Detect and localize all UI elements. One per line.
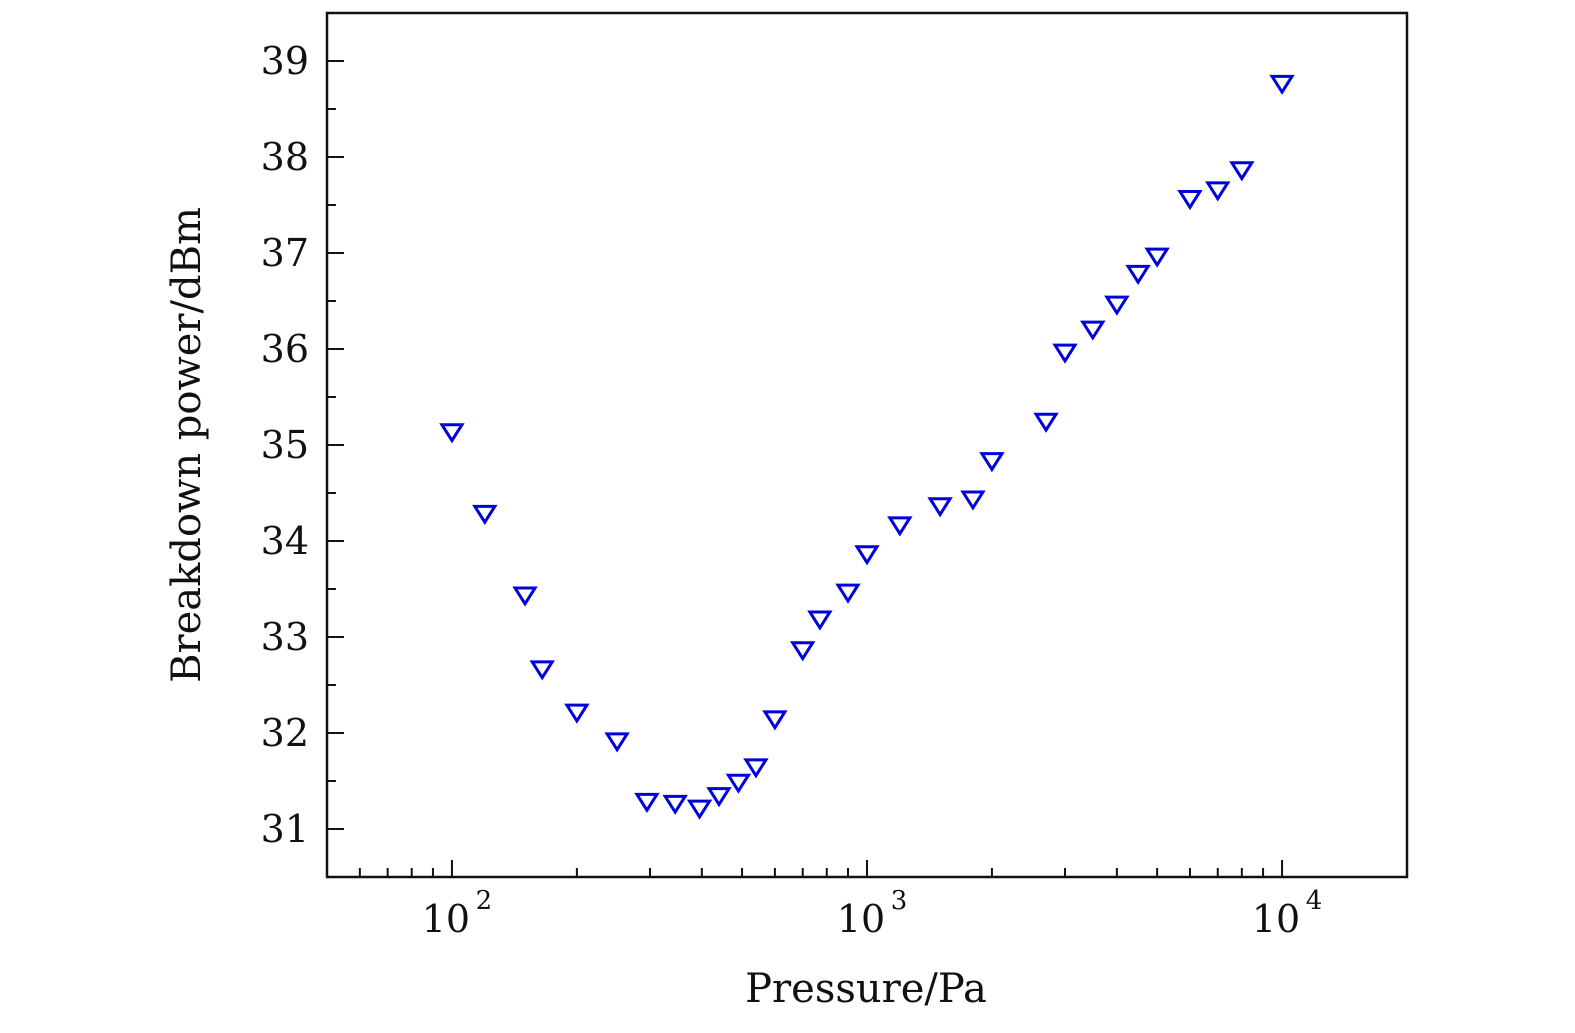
y-tick-label: 32 [261,711,309,755]
data-point [762,710,788,731]
data-point [887,516,913,537]
y-tick-label: 35 [261,423,309,467]
data-point [743,758,769,779]
data-point [1125,264,1151,286]
data-series [439,74,1295,820]
data-point [706,787,732,808]
x-tick-exponent: 2 [476,886,493,916]
y-tick-label: 37 [261,231,309,275]
data-point [1229,161,1255,182]
x-axis-title: Pressure/Pa [745,966,987,1012]
data-point [927,497,953,518]
data-point [634,792,660,814]
data-point [960,490,986,511]
data-point [564,703,590,724]
data-point [529,660,555,681]
y-tick-label: 31 [261,807,309,851]
y-axis: 31 32 33 34 35 36 37 38 39 [261,12,344,878]
x-tick-exponent: 4 [1306,886,1323,916]
data-point [1144,247,1170,268]
y-tick-label: 36 [261,327,309,371]
y-tick-label: 38 [261,135,309,179]
data-point [472,504,498,526]
y-tick-label: 33 [261,615,309,659]
data-point [1080,320,1106,341]
x-tick-exponent: 3 [891,886,908,916]
data-point [1052,343,1078,364]
data-point [512,586,538,607]
data-point [1177,190,1203,211]
x-tick-label: 10 [837,897,885,941]
data-point [1104,295,1130,316]
x-tick-label: 10 [1252,897,1300,941]
data-point [835,583,861,604]
y-tick-label: 34 [261,519,309,563]
data-point [439,423,465,444]
data-point [1269,74,1295,95]
data-point [1205,181,1231,202]
data-point [662,794,688,815]
data-point [725,773,752,794]
y-axis-title: Breakdown power/dBm [164,207,210,683]
data-point [979,452,1005,473]
y-tick-label: 39 [261,39,309,83]
x-axis: 10 2 10 3 10 4 [326,860,1408,941]
data-point [686,799,713,820]
data-point [789,641,816,662]
data-point [854,545,880,566]
data-point [1033,412,1059,433]
x-tick-label: 10 [422,897,470,941]
data-point [604,732,630,753]
data-point [807,610,833,631]
plot-frame [325,11,1409,879]
